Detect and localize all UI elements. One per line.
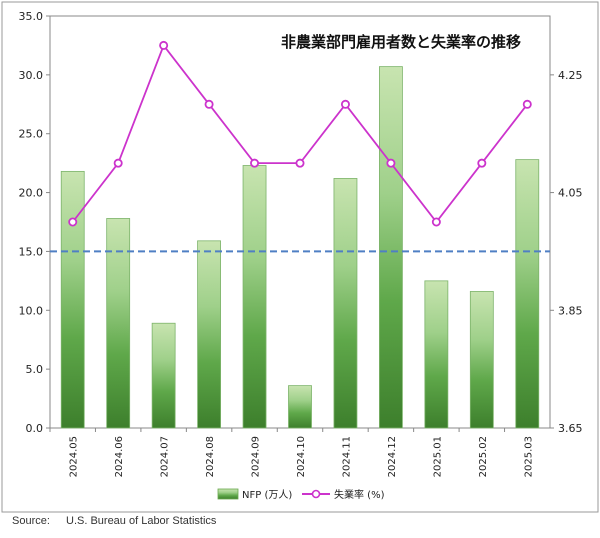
left-axis-tick-label: 15.0 xyxy=(19,245,44,258)
left-axis-tick-label: 10.0 xyxy=(19,304,44,317)
bar-nfp xyxy=(515,159,540,429)
point-unemployment xyxy=(159,40,169,50)
legend: NFP (万人) 失業率 (%) xyxy=(217,488,385,501)
x-axis-tick-label: 2024.10 xyxy=(296,436,307,477)
point-unemployment xyxy=(340,99,350,109)
left-axis-tick-label: 20.0 xyxy=(19,187,44,200)
bar-nfp xyxy=(379,66,403,429)
left-axis-tick-label: 0.0 xyxy=(26,422,44,435)
bar-nfp xyxy=(242,165,267,429)
bar-nfp xyxy=(197,240,221,429)
bar-nfp xyxy=(60,170,85,429)
x-axis-tick-label: 2025.03 xyxy=(523,436,534,477)
x-axis-tick-label: 2024.09 xyxy=(251,436,262,477)
legend-marker xyxy=(311,489,321,499)
source-label: Source: xyxy=(12,515,50,527)
x-axis-tick-label: 2024.06 xyxy=(114,436,125,477)
chart-title: 非農業部門雇用者数と失業率の推移 xyxy=(281,33,521,51)
x-axis-tick-label: 2025.02 xyxy=(478,436,489,477)
plot-area xyxy=(49,15,551,429)
x-axis-tick-label: 2025.01 xyxy=(432,436,443,477)
source-text: U.S. Bureau of Labor Statistics xyxy=(66,515,217,527)
point-unemployment xyxy=(477,158,487,168)
source-note: Source: U.S. Bureau of Labor Statistics xyxy=(12,515,216,527)
x-axis-tick-label: 2024.12 xyxy=(387,436,398,477)
point-unemployment xyxy=(295,158,305,168)
point-unemployment xyxy=(431,217,441,227)
left-axis-tick-label: 30.0 xyxy=(19,69,44,82)
point-unemployment xyxy=(68,217,78,227)
point-unemployment xyxy=(386,158,396,168)
bar-nfp xyxy=(288,385,312,429)
point-unemployment xyxy=(250,158,260,168)
point-unemployment xyxy=(522,99,532,109)
point-unemployment xyxy=(204,99,214,109)
bar-nfp xyxy=(106,218,131,429)
x-axis-tick-label: 2024.11 xyxy=(341,436,352,477)
bar-nfp xyxy=(333,178,358,429)
bar-nfp xyxy=(424,280,449,429)
right-axis-tick-label: 3.65 xyxy=(558,422,583,435)
x-axis-tick-label: 2024.07 xyxy=(160,436,171,477)
left-axis-tick-label: 5.0 xyxy=(26,363,44,376)
point-unemployment xyxy=(113,158,123,168)
legend-swatch-nfp xyxy=(217,488,239,500)
left-axis-tick-label: 35.0 xyxy=(19,10,44,23)
right-axis-tick-label: 4.25 xyxy=(558,69,583,82)
legend-label-unemployment: 失業率 (%) xyxy=(334,488,385,501)
bar-nfp xyxy=(469,291,494,429)
right-axis-tick-label: 4.05 xyxy=(558,187,583,200)
bar-nfp xyxy=(151,322,176,429)
left-axis-tick-label: 25.0 xyxy=(19,128,44,141)
legend-label-nfp: NFP (万人) xyxy=(242,489,292,501)
x-axis-tick-label: 2024.05 xyxy=(69,436,80,477)
x-axis-tick-label: 2024.08 xyxy=(205,436,216,477)
right-axis-tick-label: 3.85 xyxy=(558,304,583,317)
